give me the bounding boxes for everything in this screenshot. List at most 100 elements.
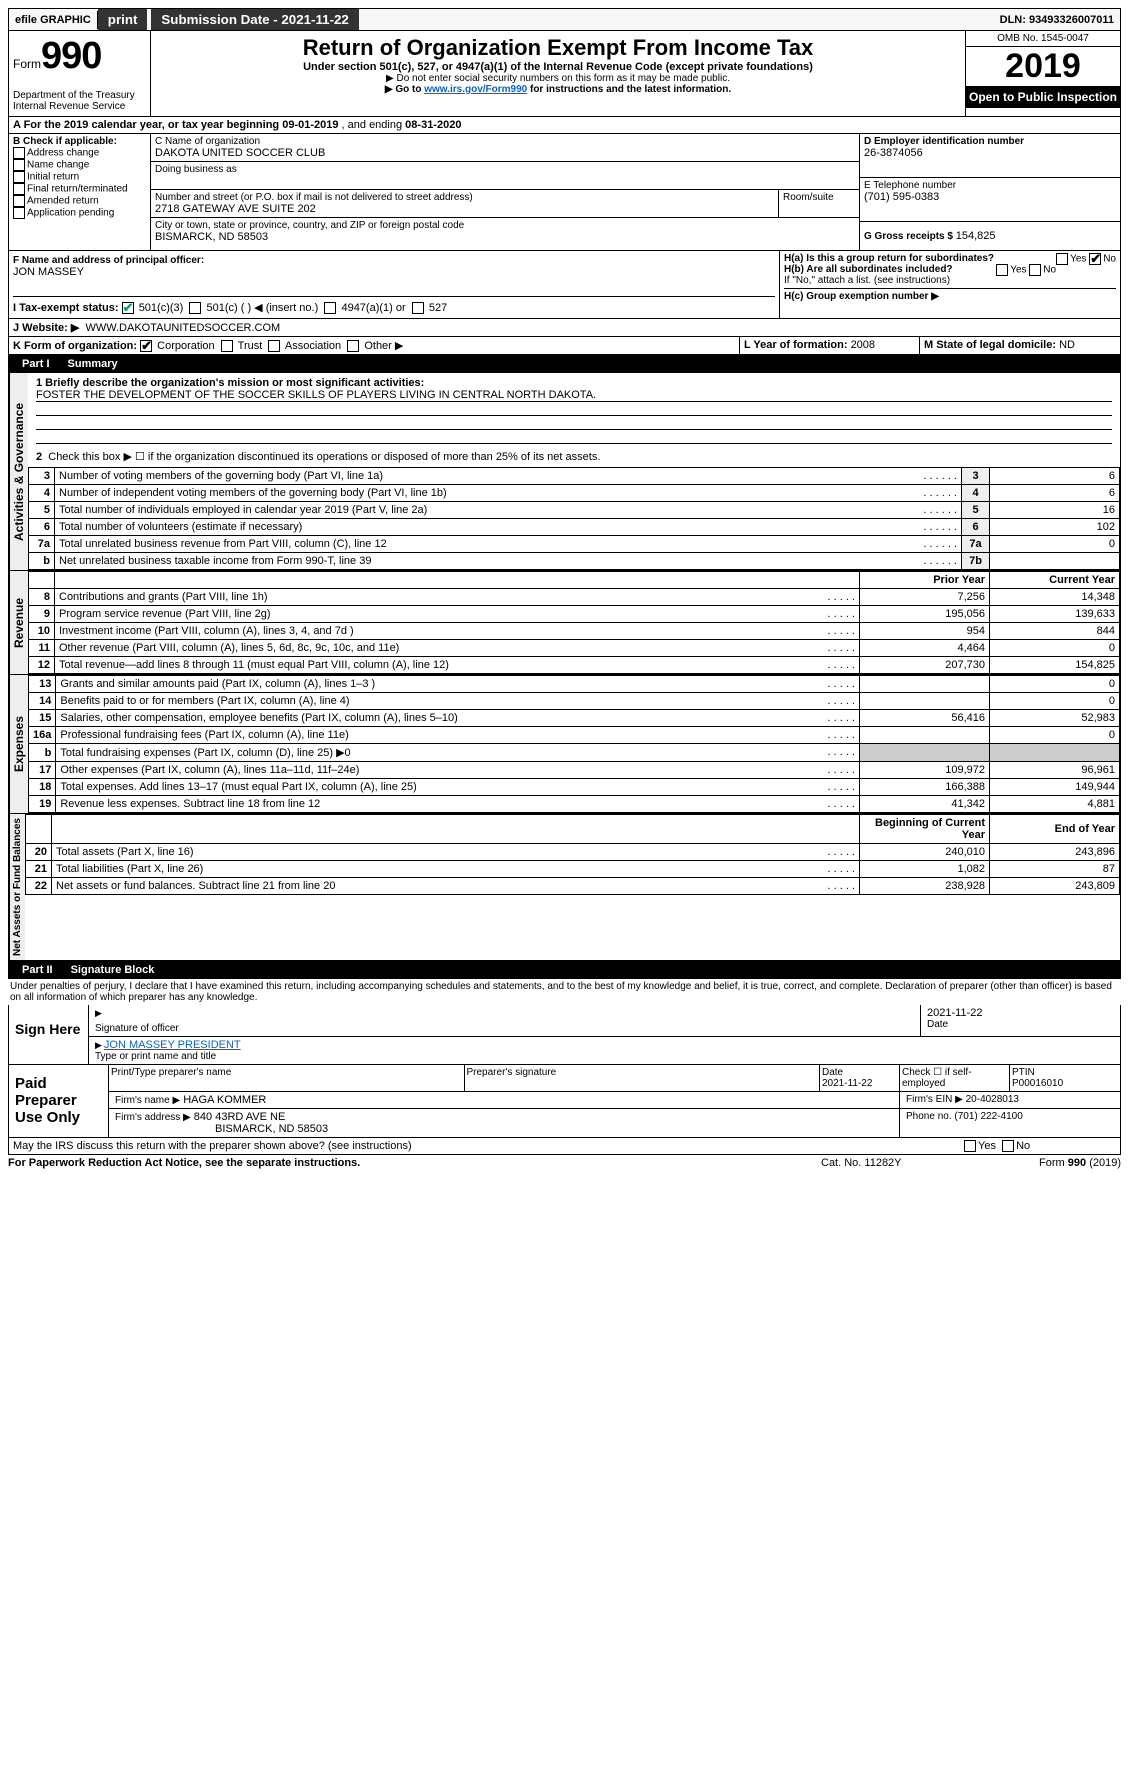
dba-label: Doing business as [155,164,855,175]
line-num: b [29,553,55,570]
paid-preparer-block: Paid Preparer Use Only Print/Type prepar… [8,1065,1121,1138]
mission-text: FOSTER THE DEVELOPMENT OF THE SOCCER SKI… [36,389,1112,402]
submission-date-button[interactable]: Submission Date - 2021-11-22 [151,9,358,30]
line-box: 4 [962,485,990,502]
current-val: 139,633 [990,606,1120,623]
officer-sign-name[interactable]: JON MASSEY PRESIDENT [104,1039,241,1051]
current-val: 52,983 [990,710,1120,727]
prep-date-label: Date [822,1067,843,1078]
line-desc: Other expenses (Part IX, column (A), lin… [56,762,860,779]
box-j: J Website: ▶ WWW.DAKOTAUNITEDSOCCER.COM [8,319,1121,337]
current-val: 154,825 [990,657,1120,674]
org-city: BISMARCK, ND 58503 [155,231,855,243]
year-block: OMB No. 1545-0047 2019 Open to Public In… [965,31,1120,116]
line-desc: Total fundraising expenses (Part IX, col… [56,744,860,762]
current-val: 96,961 [990,762,1120,779]
org-name: DAKOTA UNITED SOCCER CLUB [155,147,855,159]
k-label: K Form of organization: [13,340,137,352]
line-num: 17 [29,762,56,779]
line-num: 3 [29,468,55,485]
line-val [990,553,1120,570]
sign-here-label: Sign Here [9,1005,89,1064]
sig-officer-cell: Signature of officer [89,1005,920,1036]
ein-label2: Firm's EIN ▶ [906,1094,966,1105]
box-b: B Check if applicable: Address change Na… [9,134,151,250]
line-num: 21 [26,861,52,878]
line-num: 11 [29,640,55,657]
current-val: 243,809 [990,878,1120,895]
period-text: A For the 2019 calendar year, or tax yea… [9,117,1120,133]
line-desc: Investment income (Part VIII, column (A)… [55,623,860,640]
current-val: 243,896 [990,844,1120,861]
form-word: Form [13,57,41,71]
omb-number: OMB No. 1545-0047 [966,31,1120,47]
dept-treasury: Department of the Treasury Internal Reve… [13,78,146,112]
part2-header: Part II Signature Block [8,961,1121,979]
print-button[interactable]: print [98,9,148,30]
firm-ein: 20-4028013 [966,1094,1019,1105]
gross-value: 154,825 [956,230,996,242]
opt-app: Application pending [13,207,146,219]
line-desc: Total expenses. Add lines 13–17 (must eq… [56,779,860,796]
line-num: 22 [26,878,52,895]
prior-val: 1,082 [860,861,990,878]
line-val: 6 [990,485,1120,502]
opt-init: Initial return [13,171,146,183]
phone-label: E Telephone number [864,180,1116,191]
line-desc: Total assets (Part X, line 16). . . . . [52,844,860,861]
line-num: 18 [29,779,56,796]
opt-name: Name change [13,159,146,171]
phone-value: (701) 595-0383 [864,191,1116,203]
prior-head: Prior Year [860,572,990,589]
line-desc: Total unrelated business revenue from Pa… [55,536,962,553]
line-box: 7b [962,553,990,570]
hb-note: If "No," attach a list. (see instruction… [784,275,1116,286]
firm-phone: (701) 222-4100 [954,1111,1022,1122]
box-h: H(a) Is this a group return for subordin… [780,251,1120,318]
org-street: 2718 GATEWAY AVE SUITE 202 [155,203,774,215]
opt-addr: Address change [13,147,146,159]
current-val: 844 [990,623,1120,640]
prep-date: 2021-11-22 [822,1078,872,1089]
line-num: 8 [29,589,55,606]
line-num: 10 [29,623,55,640]
ein-value: 26-3874056 [864,147,1116,159]
entity-block: B Check if applicable: Address change Na… [8,134,1121,251]
line-val: 0 [990,536,1120,553]
line-desc: Other revenue (Part VIII, column (A), li… [55,640,860,657]
cat-no: Cat. No. 11282Y [821,1157,981,1169]
part2-name: Signature Block [71,964,155,976]
prior-val: 240,010 [860,844,990,861]
prior-val: 4,464 [860,640,990,657]
period-row: A For the 2019 calendar year, or tax yea… [8,117,1121,134]
line-num: 12 [29,657,55,674]
prior-val: 207,730 [860,657,990,674]
k-corp-check [140,340,152,352]
website-value: WWW.DAKOTAUNITEDSOCCER.COM [85,322,280,334]
line-num: b [29,744,56,762]
m-val: ND [1059,339,1075,351]
current-val: 0 [990,727,1120,744]
box-c: C Name of organization DAKOTA UNITED SOC… [151,134,860,250]
l-val: 2008 [851,339,875,351]
dln-label: DLN: 93493326007011 [994,11,1120,29]
box-b-label: B Check if applicable: [13,136,146,147]
irs-link[interactable]: www.irs.gov/Form990 [424,84,527,95]
officer-title-label: Type or print name and title [95,1051,1114,1062]
line-desc: Total liabilities (Part X, line 26). . .… [52,861,860,878]
current-val: 14,348 [990,589,1120,606]
line-desc: Grants and similar amounts paid (Part IX… [56,676,860,693]
line-desc: Total revenue—add lines 8 through 11 (mu… [55,657,860,674]
sign-date: 2021-11-22 [927,1007,1114,1019]
part1-name: Summary [68,358,118,370]
form-title: Return of Organization Exempt From Incom… [159,35,957,61]
tax-year: 2019 [966,47,1120,86]
l-label: L Year of formation: [744,339,851,351]
box-f: F Name and address of principal officer:… [9,251,780,318]
line-box: 6 [962,519,990,536]
prior-val: 166,388 [860,779,990,796]
rev-label: Revenue [9,571,28,674]
line-desc: Salaries, other compensation, employee b… [56,710,860,727]
period-begin: 09-01-2019 [282,119,338,131]
line-desc: Professional fundraising fees (Part IX, … [56,727,860,744]
